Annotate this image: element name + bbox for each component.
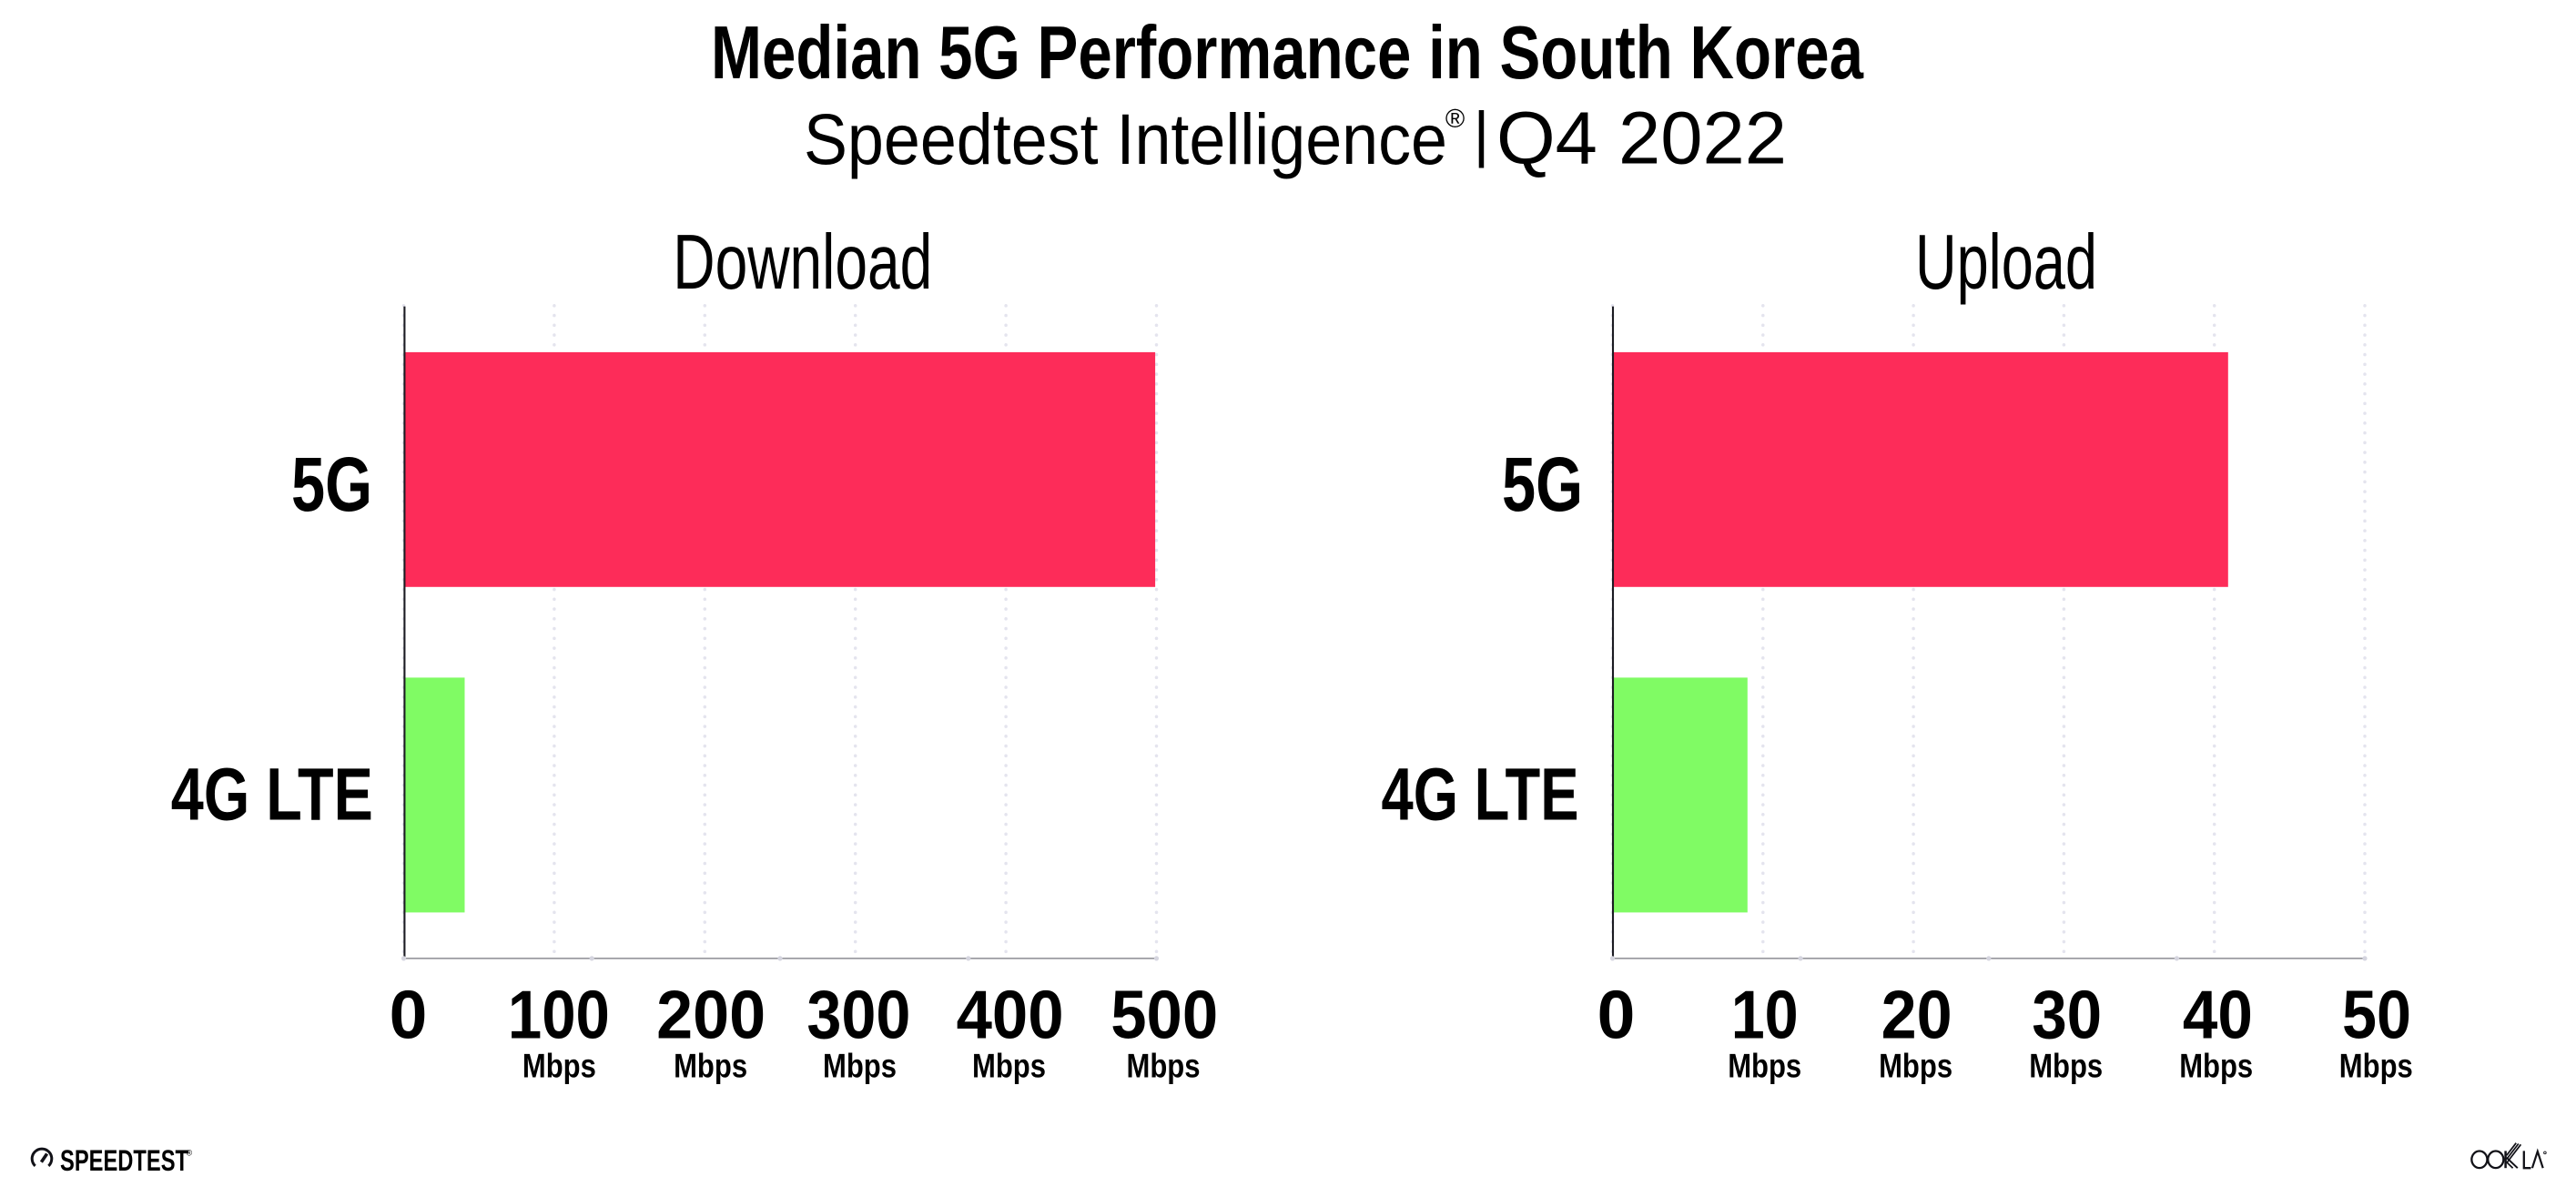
svg-text:40: 40 — [2183, 976, 2253, 1052]
svg-text:Mbps: Mbps — [1728, 1048, 1801, 1085]
svg-text:|: | — [1474, 99, 1490, 168]
svg-text:®: ® — [1445, 105, 1465, 134]
svg-text:Upload: Upload — [1915, 219, 2097, 306]
svg-text:Mbps: Mbps — [2029, 1048, 2103, 1085]
svg-text:Mbps: Mbps — [2179, 1048, 2253, 1085]
svg-text:200: 200 — [656, 976, 766, 1052]
svg-text:0: 0 — [390, 976, 428, 1052]
svg-text:®: ® — [187, 1149, 193, 1158]
svg-text:Download: Download — [673, 219, 932, 306]
svg-text:Mbps: Mbps — [2339, 1048, 2413, 1085]
svg-text:50: 50 — [2342, 976, 2411, 1052]
svg-text:Mbps: Mbps — [1127, 1048, 1201, 1085]
svg-text:Mbps: Mbps — [674, 1048, 747, 1085]
svg-text:500: 500 — [1111, 976, 1218, 1052]
svg-text:300: 300 — [806, 976, 910, 1052]
svg-text:Mbps: Mbps — [522, 1048, 596, 1085]
svg-text:SPEEDTEST: SPEEDTEST — [60, 1144, 188, 1177]
svg-text:Speedtest Intelligence: Speedtest Intelligence — [804, 98, 1447, 179]
svg-text:100: 100 — [508, 976, 610, 1052]
svg-text:Mbps: Mbps — [823, 1048, 897, 1085]
svg-text:4G LTE: 4G LTE — [1382, 754, 1579, 837]
svg-text:0: 0 — [1597, 976, 1636, 1052]
svg-text:4G LTE: 4G LTE — [171, 754, 373, 837]
svg-text:20: 20 — [1881, 976, 1952, 1052]
svg-text:Median 5G Performance in South: Median 5G Performance in South Korea — [711, 10, 1864, 95]
svg-text:Mbps: Mbps — [972, 1048, 1046, 1085]
svg-text:Q4 2022: Q4 2022 — [1496, 97, 1787, 180]
svg-text:5G: 5G — [1502, 441, 1583, 527]
svg-text:30: 30 — [2032, 976, 2102, 1052]
svg-text:400: 400 — [957, 976, 1064, 1052]
svg-text:5G: 5G — [291, 441, 372, 527]
svg-text:10: 10 — [1731, 976, 1799, 1052]
svg-text:Mbps: Mbps — [1879, 1048, 1952, 1085]
